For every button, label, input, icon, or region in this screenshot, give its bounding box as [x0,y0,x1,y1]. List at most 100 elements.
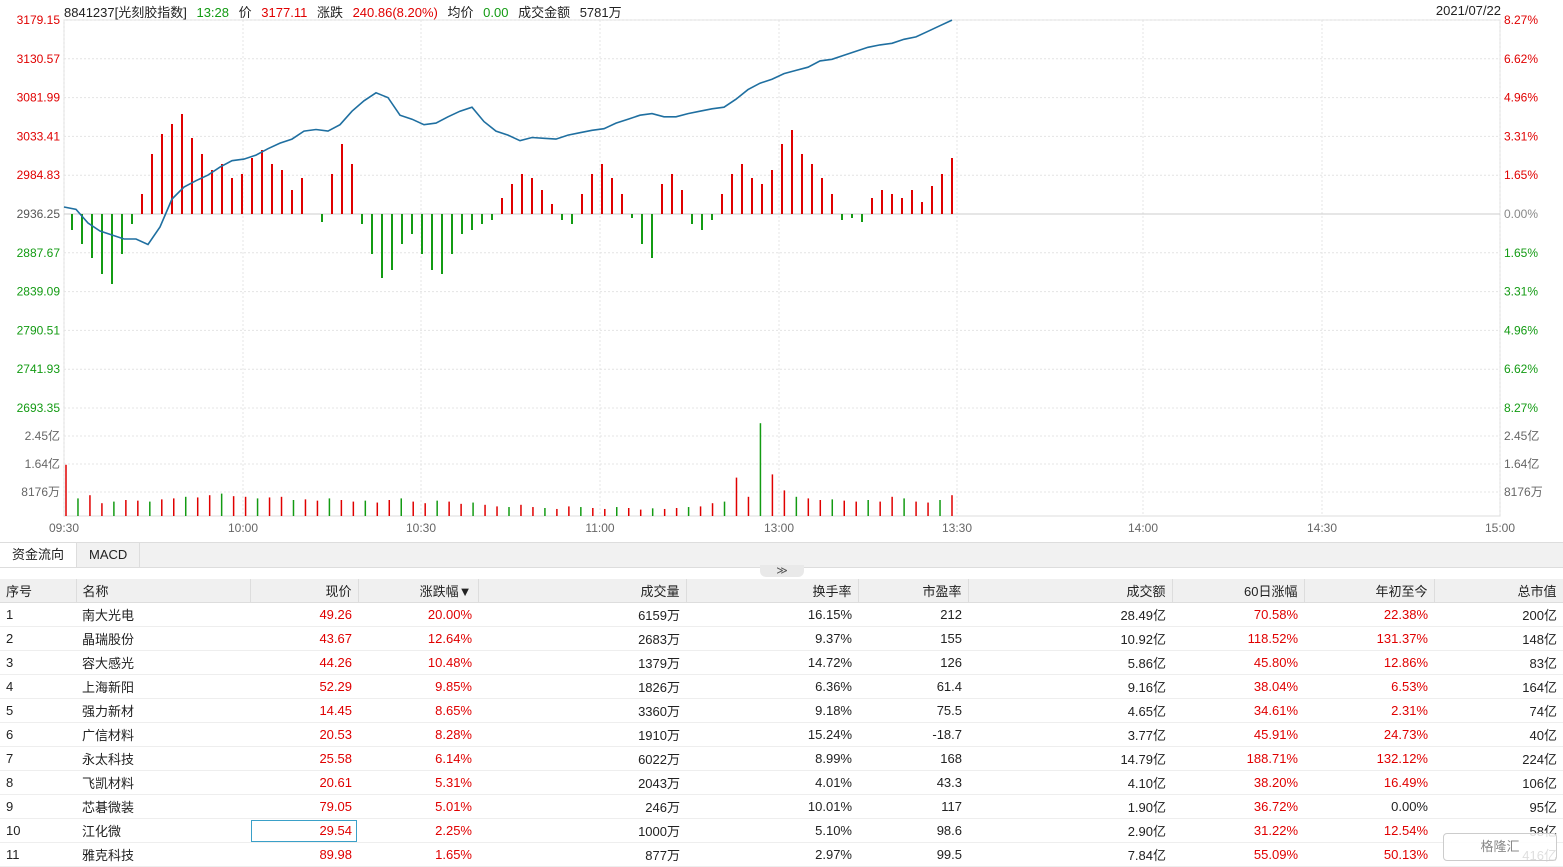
table-row[interactable]: 6 广信材料 20.53 8.28% 1910万 15.24% -18.7 3.77亿 45.9… [0,722,1563,747]
time-tick-label: 10:30 [406,521,436,535]
table-cell: 43.67 [250,626,358,651]
table-cell: 4.65亿 [968,698,1172,723]
table-cell: 20.61 [250,770,358,795]
table-cell: 4 [0,674,76,699]
quote-info-bar: 8841237[光刻胶指数] 13:28 价 3177.11 涨跌 240.86… [64,2,628,20]
pct-tick-label: 8.27% [1504,13,1538,27]
price-tick-label: 3179.15 [17,13,61,27]
table-cell: 200亿 [1434,602,1563,627]
table-cell: 29.54 [250,818,358,843]
table-cell: -18.7 [858,722,968,747]
vol-tick-label-right: 1.64亿 [1504,456,1539,471]
column-header-8[interactable]: 60日涨幅 [1172,579,1305,603]
table-cell: 8.65% [358,698,478,723]
table-row[interactable]: 1 南大光电 49.26 20.00% 6159万 16.15% 212 28.49亿 70.5… [0,602,1563,627]
table-cell: 强力新材 [76,698,250,723]
table-cell: 6022万 [478,746,686,771]
table-cell: 98.6 [858,818,968,843]
price-tick-label: 3033.41 [17,129,61,143]
table-cell: 36.72% [1172,794,1304,819]
table-row[interactable]: 10 江化微 29.54 2.25% 1000万 5.10% 98.6 2.90亿 31.22%… [0,818,1563,843]
column-header-3[interactable]: 涨跌幅▼ [358,579,479,603]
column-header-0[interactable]: 序号 [0,579,77,603]
table-cell: 4.01% [686,770,858,795]
table-row[interactable]: 5 强力新材 14.45 8.65% 3360万 9.18% 75.5 4.65亿 34.61%… [0,698,1563,723]
table-body: 1 南大光电 49.26 20.00% 6159万 16.15% 212 28.49亿 70.5… [0,602,1563,867]
table-cell: 131.37% [1304,626,1434,651]
table-cell: 95亿 [1434,794,1563,819]
price-tick-label: 2839.09 [17,285,61,299]
table-cell: 8.28% [358,722,478,747]
time-tick-label: 10:00 [228,521,258,535]
table-row[interactable]: 2 晶瑞股份 43.67 12.64% 2683万 9.37% 155 10.92亿 118.5… [0,626,1563,651]
collapse-toggle-icon[interactable]: ≫ [760,565,804,577]
table-row[interactable]: 11 雅克科技 89.98 1.65% 877万 2.97% 99.5 7.84亿 55.09%… [0,842,1563,867]
table-row[interactable]: 7 永太科技 25.58 6.14% 6022万 8.99% 168 14.79亿 188.71… [0,746,1563,771]
column-header-1[interactable]: 名称 [76,579,251,603]
table-cell: 52.29 [250,674,358,699]
table-cell: 132.12% [1304,746,1434,771]
indicator-tabbar: 资金流向 MACD [0,542,1563,568]
pct-tick-label: 3.31% [1504,285,1538,299]
column-header-5[interactable]: 换手率 [686,579,859,603]
table-cell: 2.31% [1304,698,1434,723]
table-cell: 117 [858,794,968,819]
table-cell: 55.09% [1172,842,1304,867]
price-tick-label: 2741.93 [17,362,61,376]
table-cell: 99.5 [858,842,968,867]
table-cell: 168 [858,746,968,771]
pct-tick-label: 3.31% [1504,129,1538,143]
table-row[interactable]: 9 芯碁微装 79.05 5.01% 246万 10.01% 117 1.90亿 36.72% 0… [0,794,1563,819]
table-cell: 212 [858,602,968,627]
table-cell: 雅克科技 [76,842,250,867]
column-header-10[interactable]: 总市值 [1434,579,1563,603]
tab-macd[interactable]: MACD [77,543,141,567]
table-cell: 1 [0,602,76,627]
table-header-row: 序号 名称 现价 涨跌幅▼ 成交量 换手率 市盈率 成交额 60日涨幅 年初至今 总市值 [0,579,1563,603]
table-cell: 24.73% [1304,722,1434,747]
table-cell: 9.85% [358,674,478,699]
constituents-table: 序号 名称 现价 涨跌幅▼ 成交量 换手率 市盈率 成交额 60日涨幅 年初至今 总市值 1 南大光电… [0,579,1563,867]
table-cell: 5.31% [358,770,478,795]
table-cell: 224亿 [1434,746,1563,771]
table-cell: 9.16亿 [968,674,1172,699]
table-cell: 22.38% [1304,602,1434,627]
turnover-value: 5781万 [579,5,622,20]
intraday-chart[interactable]: 3179.15 8.27% 3130.57 6.62% 3081.99 4.96% 3033… [0,0,1563,540]
column-header-9[interactable]: 年初至今 [1304,579,1435,603]
table-cell: 14.45 [250,698,358,723]
column-header-7[interactable]: 成交额 [968,579,1173,603]
table-cell: 6.53% [1304,674,1434,699]
table-cell: 61.4 [858,674,968,699]
time-tick-label: 14:00 [1128,521,1158,535]
tab-fund-flow[interactable]: 资金流向 [0,543,78,567]
table-cell: 877万 [478,842,686,867]
table-cell: 20.53 [250,722,358,747]
table-cell: 1.65% [358,842,478,867]
index-code-name: 8841237[光刻胶指数] [64,5,187,20]
time-tick-label: 13:30 [942,521,972,535]
column-header-4[interactable]: 成交量 [478,579,687,603]
time-tick-label: 14:30 [1307,521,1337,535]
current-time: 13:28 [196,5,230,20]
table-cell: 6.14% [358,746,478,771]
table-cell: 5 [0,698,76,723]
avg-price: 0.00 [483,5,509,20]
vol-tick-label-right: 2.45亿 [1504,428,1539,443]
price-tick-label: 2936.25 [17,207,61,221]
table-cell: 38.20% [1172,770,1304,795]
table-cell: 28.49亿 [968,602,1172,627]
chart-canvas[interactable]: 3179.15 8.27% 3130.57 6.62% 3081.99 4.96% 3033… [0,0,1563,540]
table-cell: 南大光电 [76,602,250,627]
table-row[interactable]: 8 飞凯材料 20.61 5.31% 2043万 4.01% 43.3 4.10亿 38.20%… [0,770,1563,795]
column-header-6[interactable]: 市盈率 [858,579,969,603]
table-cell: 25.58 [250,746,358,771]
price-tick-label: 2790.51 [17,323,61,337]
table-row[interactable]: 4 上海新阳 52.29 9.85% 1826万 6.36% 61.4 9.16亿 38.04%… [0,674,1563,699]
column-header-2[interactable]: 现价 [250,579,359,603]
table-row[interactable]: 3 容大感光 44.26 10.48% 1379万 14.72% 126 5.86亿 45.80… [0,650,1563,675]
table-cell: 188.71% [1172,746,1304,771]
time-tick-label: 13:00 [764,521,794,535]
table-cell: 15.24% [686,722,858,747]
price-tick-label: 3130.57 [17,52,61,66]
